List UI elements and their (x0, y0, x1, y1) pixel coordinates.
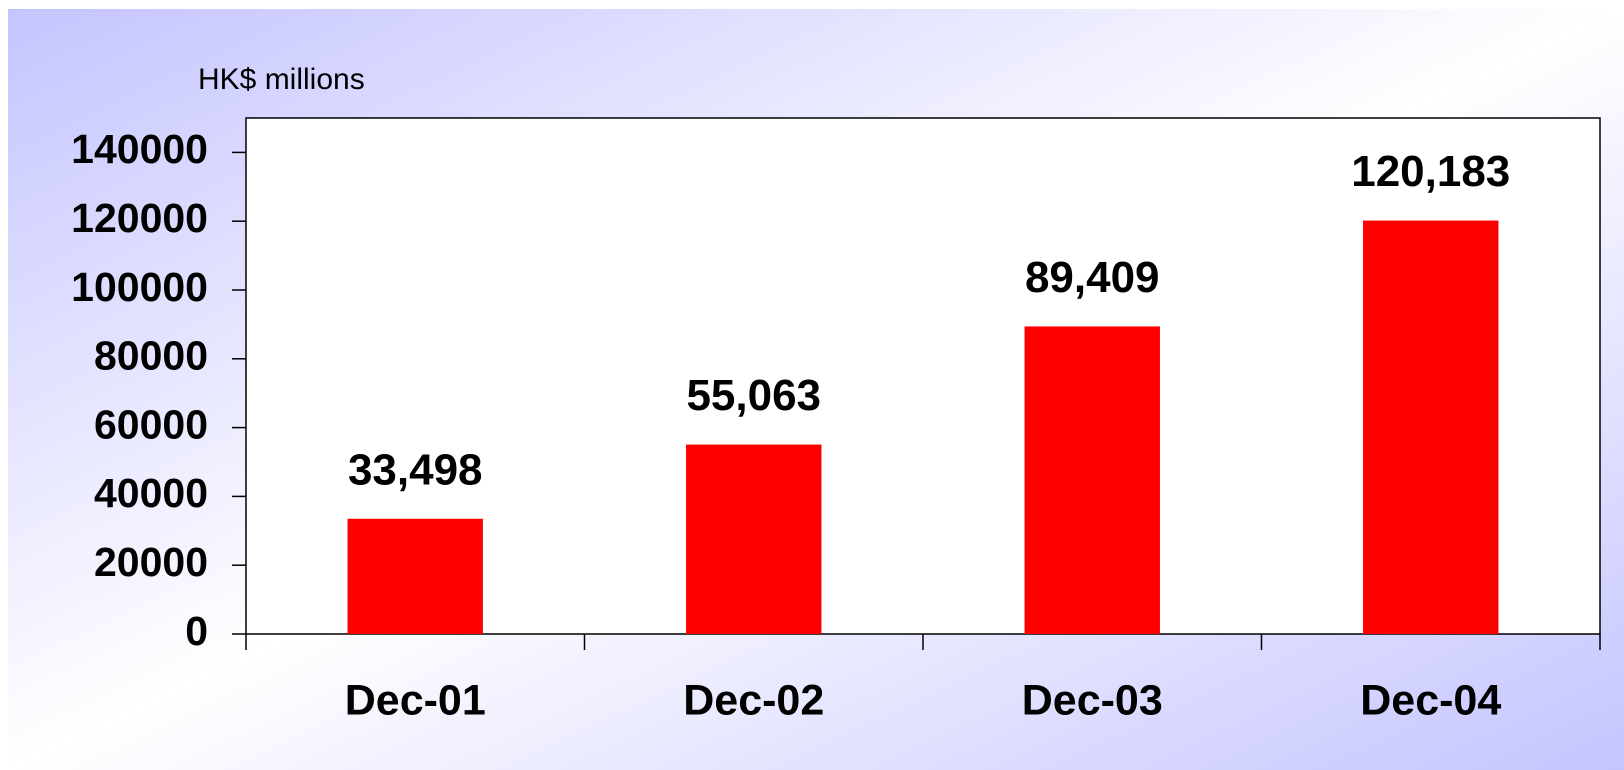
y-tick-label: 0 (185, 608, 208, 654)
bar (686, 444, 822, 634)
x-tick-label: Dec-02 (683, 676, 824, 724)
y-tick-label: 120000 (71, 195, 208, 241)
bar (1363, 220, 1499, 634)
y-tick-label: 60000 (94, 401, 208, 447)
x-tick-label: Dec-01 (345, 676, 486, 724)
y-tick-label: 80000 (94, 333, 208, 379)
y-tick-label: 40000 (94, 470, 208, 516)
x-tick-label: Dec-04 (1360, 676, 1501, 724)
y-tick-label: 100000 (71, 264, 208, 310)
value-label: 120,183 (1351, 147, 1510, 196)
value-label: 55,063 (686, 371, 821, 420)
value-label: 89,409 (1025, 253, 1160, 302)
x-tick-label: Dec-03 (1022, 676, 1163, 724)
y-tick-label: 20000 (94, 539, 208, 585)
y-tick-label: 140000 (71, 126, 208, 172)
value-label: 33,498 (348, 445, 483, 494)
bar (1024, 326, 1160, 634)
bar (347, 518, 483, 634)
y-axis-label: HK$ millions (198, 63, 365, 96)
